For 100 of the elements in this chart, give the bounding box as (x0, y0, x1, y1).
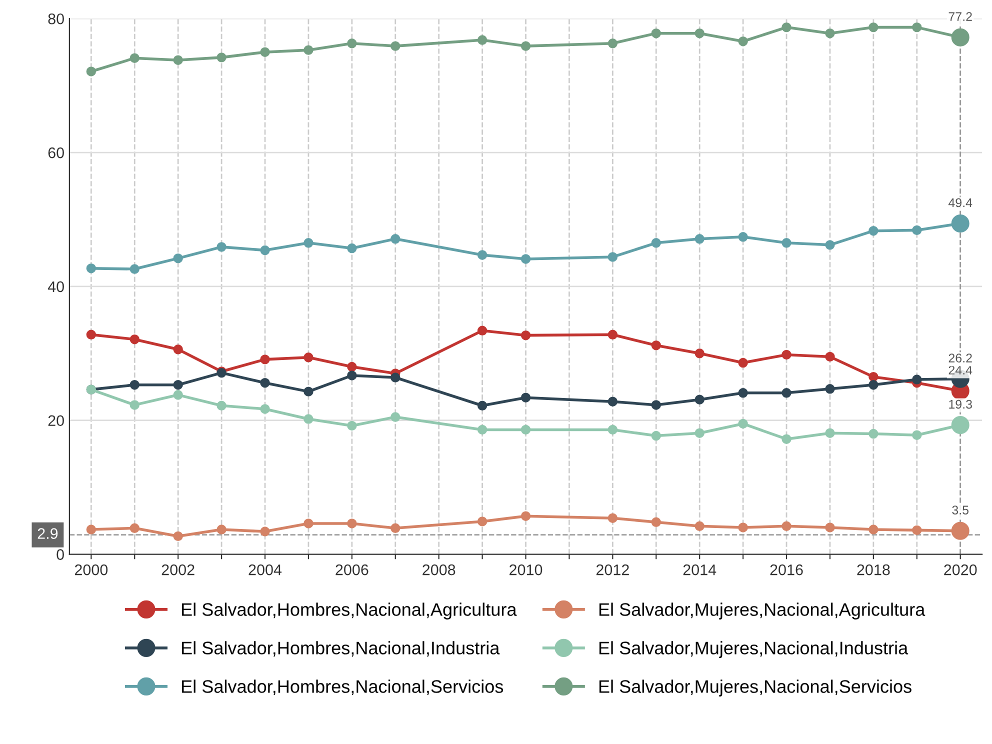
point (347, 518, 357, 528)
x-tick-label: 2016 (770, 564, 803, 576)
data-label: 19.3 (949, 400, 972, 409)
y-tick-label: 40 (48, 281, 64, 292)
legend-label: El Salvador,Mujeres,Nacional,Industria (599, 641, 908, 658)
data-label: 3.5 (952, 506, 969, 514)
point (86, 66, 96, 76)
point (347, 243, 357, 254)
point (390, 412, 400, 422)
data-label: 77.2 (948, 12, 972, 21)
y-tick-label: 60 (48, 147, 64, 158)
point (477, 250, 488, 260)
point (694, 28, 704, 38)
point (694, 428, 704, 438)
data-label: 24.4 (948, 366, 972, 374)
point (608, 330, 618, 340)
point (782, 388, 792, 398)
point (825, 240, 835, 250)
point (520, 392, 531, 402)
point (520, 254, 531, 264)
point (304, 238, 314, 248)
point (738, 388, 748, 398)
point (738, 418, 748, 429)
point (216, 400, 226, 410)
x-tick-label: 2004 (248, 564, 282, 576)
point (825, 28, 835, 38)
point (520, 511, 531, 521)
point (260, 245, 270, 256)
point (86, 524, 96, 534)
point (825, 384, 835, 394)
x-tick-label: 2008 (422, 564, 456, 576)
point (651, 400, 661, 410)
point (390, 234, 400, 244)
point (216, 242, 226, 252)
point (477, 400, 488, 410)
point (912, 374, 922, 384)
point (130, 400, 140, 410)
x-tick-label: 2014 (683, 564, 716, 576)
point (347, 38, 357, 48)
point (782, 350, 792, 360)
point (173, 344, 183, 354)
point (608, 252, 618, 262)
point (868, 226, 878, 236)
point (694, 348, 704, 358)
legend-label: El Salvador,Hombres,Nacional,Industria (182, 641, 500, 657)
point (825, 522, 835, 532)
data-label: 26.2 (948, 354, 972, 362)
point (825, 428, 835, 438)
legend-label: El Salvador,Mujeres,Nacional,Servicios (599, 680, 912, 696)
point (694, 394, 704, 404)
point (173, 253, 183, 264)
point (260, 378, 270, 388)
point (738, 36, 748, 46)
point (347, 362, 357, 372)
point (130, 264, 140, 274)
point (912, 22, 922, 32)
point (86, 330, 96, 340)
x-tick-label: 2010 (510, 564, 542, 576)
point (304, 352, 314, 362)
point (651, 238, 661, 248)
point (782, 22, 792, 32)
legend-label: El Salvador,Mujeres,Nacional,Agricultura (599, 602, 926, 620)
x-tick-label: 2000 (74, 564, 108, 576)
point (738, 522, 748, 532)
point (825, 352, 835, 362)
point (738, 358, 748, 368)
point (651, 430, 661, 441)
x-tick-label: 2018 (857, 564, 890, 576)
point (260, 526, 270, 536)
point (477, 326, 488, 336)
point (130, 334, 140, 344)
point (173, 55, 183, 65)
point (347, 420, 357, 431)
point (651, 517, 661, 527)
legend-label: El Salvador,Hombres,Nacional,Agricultura (182, 602, 517, 620)
point (304, 45, 314, 55)
point (347, 370, 357, 380)
x-tick-label: 2006 (336, 564, 368, 576)
ref-line-label: 2.9 (38, 528, 58, 539)
point (694, 521, 704, 532)
point (738, 232, 748, 242)
point (912, 225, 922, 236)
y-tick-label: 80 (48, 13, 64, 24)
point (86, 264, 96, 274)
x-tick-label: 2020 (944, 564, 977, 576)
x-tick-label: 2012 (596, 564, 629, 576)
point (304, 518, 314, 528)
point (912, 525, 922, 536)
data-label: 49.4 (948, 198, 972, 208)
point (782, 434, 792, 444)
point (520, 424, 531, 435)
point (304, 414, 314, 424)
y-tick-label: 0 (56, 549, 64, 560)
point (390, 372, 400, 382)
point (608, 513, 618, 523)
point (216, 524, 226, 534)
point (477, 516, 488, 526)
point (651, 340, 661, 350)
point (173, 380, 183, 390)
point (130, 53, 140, 63)
